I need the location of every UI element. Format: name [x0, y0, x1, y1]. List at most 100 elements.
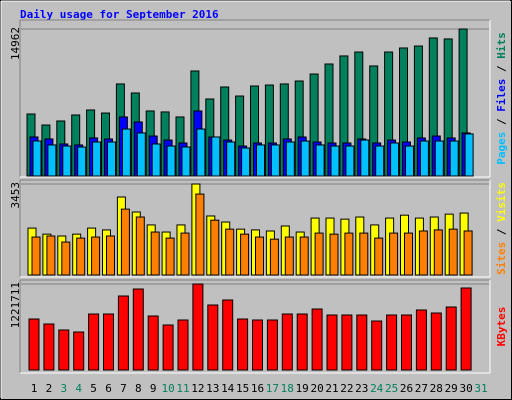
bar — [252, 319, 263, 371]
bar — [43, 323, 55, 371]
bar — [281, 313, 293, 371]
x-tick-label: 16 — [251, 382, 264, 395]
x-tick-label: 2 — [46, 382, 53, 395]
bar — [285, 141, 295, 177]
legend-entry: Hits — [495, 32, 508, 59]
y-tick-label: 3453 — [9, 182, 22, 209]
bar — [256, 144, 265, 177]
x-tick-label: 3 — [60, 382, 67, 395]
bar — [330, 145, 340, 177]
bar — [269, 238, 279, 276]
bar — [226, 141, 236, 177]
bar — [77, 146, 87, 177]
legend: KBytes — [495, 307, 508, 347]
bar — [270, 144, 280, 177]
bar — [314, 232, 324, 276]
bar — [371, 320, 383, 371]
bar — [284, 236, 294, 276]
bar — [430, 312, 442, 371]
bar — [296, 313, 308, 371]
bar — [390, 142, 400, 177]
x-tick-label: 20 — [310, 382, 323, 395]
x-tick-label: 31 — [474, 382, 487, 395]
bar — [433, 229, 443, 276]
legend-entry: Pages — [495, 132, 508, 165]
x-tick-label: 28 — [430, 382, 443, 395]
bar — [91, 236, 101, 276]
bar — [107, 141, 116, 177]
bar — [445, 306, 457, 371]
bar — [88, 313, 100, 371]
bar — [237, 318, 249, 371]
legend-entry: Visits — [495, 182, 508, 222]
bar — [177, 319, 189, 371]
bar — [386, 314, 398, 371]
bar — [404, 232, 413, 276]
bar — [375, 145, 385, 177]
bar — [448, 228, 458, 276]
bar — [419, 140, 429, 177]
bar — [192, 283, 204, 371]
x-tick-label: 9 — [150, 382, 157, 395]
bar — [449, 140, 459, 177]
x-tick-label: 5 — [90, 382, 97, 395]
y-tick-label: 1221711 — [9, 282, 22, 328]
bar — [136, 132, 146, 177]
bar — [255, 236, 264, 276]
x-tick-label: 21 — [325, 382, 338, 395]
x-tick-label: 18 — [281, 382, 294, 395]
bar — [61, 241, 71, 276]
bar — [415, 309, 427, 371]
bar — [180, 232, 190, 276]
x-tick-label: 14 — [221, 382, 235, 395]
x-tick-label: 11 — [176, 382, 189, 395]
legend-entry: KBytes — [495, 307, 508, 347]
x-tick-label: 10 — [161, 382, 174, 395]
bar — [360, 139, 370, 177]
x-tick-label: 30 — [459, 382, 472, 395]
bar — [266, 319, 278, 371]
bar — [345, 145, 355, 177]
bar — [418, 230, 428, 276]
bar — [73, 331, 85, 371]
bar — [405, 145, 414, 177]
bar — [62, 145, 72, 177]
x-tick-label: 23 — [355, 382, 368, 395]
x-tick-label: 24 — [370, 382, 384, 395]
bar — [207, 304, 219, 371]
bar — [150, 231, 160, 276]
bar — [341, 314, 353, 371]
bar — [103, 313, 114, 371]
bar — [240, 233, 250, 276]
bar — [196, 128, 206, 177]
bar — [326, 314, 338, 371]
y-tick-label: 14962 — [9, 27, 22, 60]
bar — [344, 232, 354, 276]
bar — [120, 208, 130, 276]
bar — [195, 193, 205, 276]
legend-entry: Files — [495, 79, 508, 112]
x-tick-label: 1 — [31, 382, 38, 395]
chart-title: Daily usage for September 2016 — [20, 8, 219, 21]
bar — [315, 144, 325, 177]
bar — [76, 237, 86, 276]
x-tick-label: 26 — [400, 382, 413, 395]
bar — [151, 143, 161, 177]
bar — [241, 147, 251, 177]
bar — [211, 136, 221, 177]
legend-separator: / — [495, 112, 508, 132]
bar — [31, 236, 41, 276]
x-tick-label: 12 — [191, 382, 204, 395]
bar — [166, 145, 176, 177]
bar — [47, 144, 57, 177]
bar — [32, 140, 42, 177]
bar — [162, 324, 174, 371]
bar — [299, 236, 309, 276]
bar — [311, 308, 323, 371]
bar — [300, 140, 310, 177]
x-tick-label: 8 — [135, 382, 142, 395]
x-tick-label: 15 — [236, 382, 249, 395]
bar — [356, 314, 368, 371]
bar — [121, 128, 131, 177]
